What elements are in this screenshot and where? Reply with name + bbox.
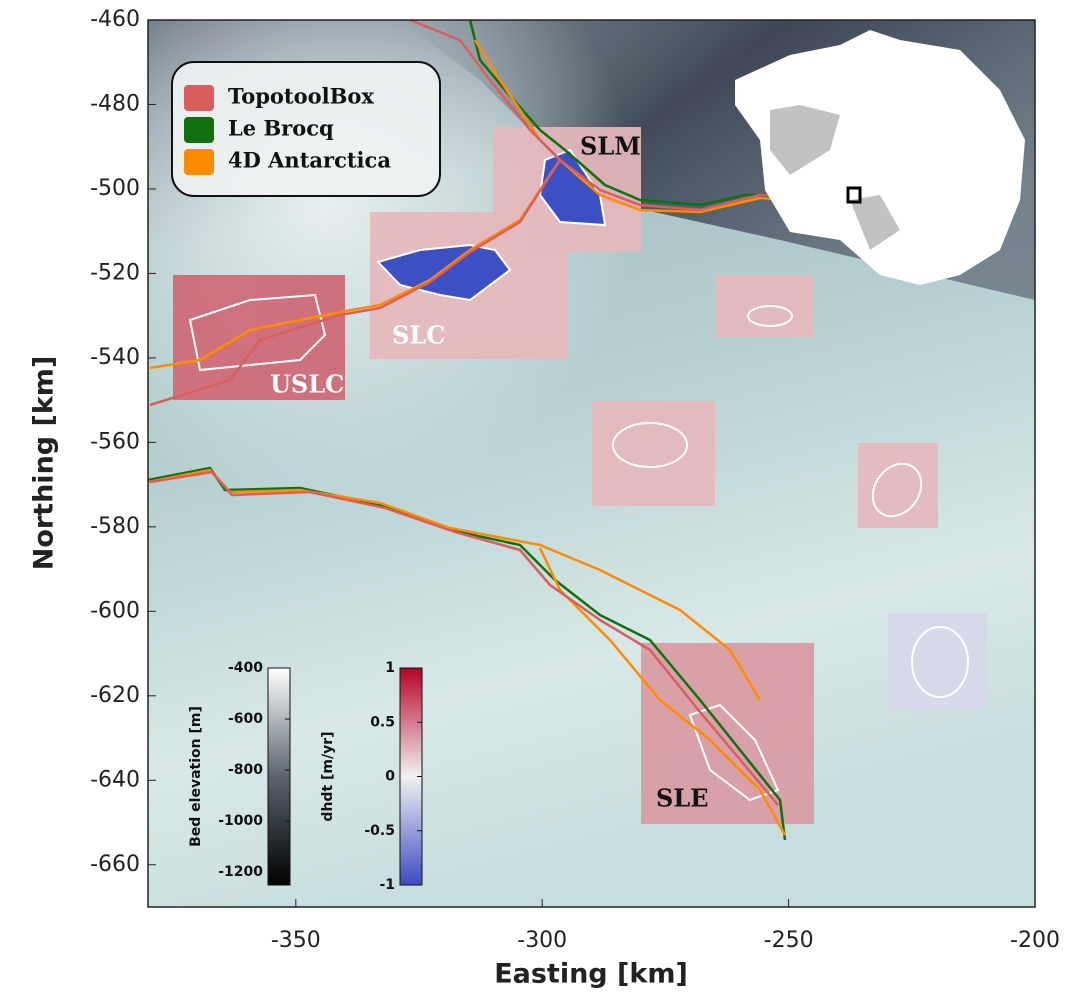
x-tick-label: -350 [271,928,321,953]
legend-label: Le Brocq [228,116,334,141]
y-tick-label: -640 [90,767,140,792]
y-tick-label: -600 [90,598,140,623]
legend-label: TopotoolBox [228,84,374,109]
colorbar-tick-label: 1 [385,660,395,676]
colorbar-tick-label: 0 [385,769,395,785]
y-tick-label: -520 [90,260,140,285]
colorbar-tick-label: -400 [228,660,263,676]
x-tick-label: -300 [517,928,567,953]
colorbar-tick-label: -1000 [218,813,263,829]
x-tick-label: -200 [1010,928,1060,953]
colorbar-label: Bed elevation [m] [188,706,204,847]
y-tick-label: -560 [90,429,140,454]
y-tick-label: -620 [90,683,140,708]
legend-swatch [184,117,214,143]
y-axis-label: Northing [km] [29,356,60,571]
lake-label: SLE [656,784,709,813]
y-tick-label: -500 [90,176,140,201]
y-tick-label: -580 [90,514,140,539]
figure: TopotoolBox Le Brocq 4D Antarctica SLM SLC… [0,0,1073,995]
colorbar [268,668,290,885]
colorbar-tick-label: -600 [228,711,263,727]
colorbar-tick-label: 0.5 [370,714,395,730]
lake-label: USLC [270,370,344,399]
colorbar-tick-label: -1 [379,877,395,893]
y-tick-label: -480 [90,91,140,116]
lake-label: SLC [392,321,445,350]
colorbar-tick-label: -0.5 [364,823,395,839]
legend-swatch [184,149,214,175]
colorbar-label: dhdt [m/yr] [320,731,336,821]
legend-label: 4D Antarctica [228,148,391,173]
colorbar-tick-label: -1200 [218,864,263,880]
colorbar-tick-label: -800 [228,762,263,778]
x-tick-label: -250 [764,928,814,953]
legend-swatch [184,85,214,111]
legend: TopotoolBox Le Brocq 4D Antarctica [172,62,440,196]
y-tick-label: -460 [90,7,140,32]
x-axis-label: Easting [km] [494,959,688,990]
y-tick-label: -660 [90,852,140,877]
y-tick-label: -540 [90,345,140,370]
lake-label: SLM [580,132,641,161]
